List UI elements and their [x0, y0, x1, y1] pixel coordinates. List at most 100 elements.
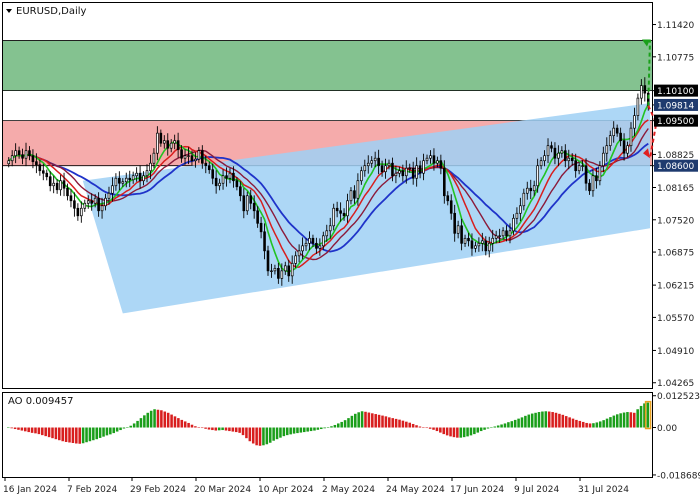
candle-body-bull	[456, 225, 460, 234]
candle-body-bull	[501, 230, 505, 237]
candle-body-bear	[62, 180, 66, 189]
candle	[301, 237, 304, 260]
ao-bar	[34, 427, 37, 434]
ao-bar	[81, 427, 85, 444]
candle	[166, 133, 170, 156]
ao-bar	[422, 427, 425, 429]
ao-bar	[462, 427, 466, 438]
candle-body-bear	[439, 160, 443, 169]
candle-body-bull	[332, 207, 335, 227]
candle-body-bear	[619, 132, 622, 142]
candle-body-bull	[142, 175, 145, 182]
candle	[494, 230, 498, 244]
candle-body-bear	[190, 155, 194, 162]
candle	[439, 154, 443, 175]
candle	[543, 150, 546, 167]
candle	[643, 77, 647, 102]
candle	[24, 142, 28, 167]
candle-body-bull	[104, 197, 107, 207]
candle	[149, 154, 152, 180]
ao-bar	[568, 417, 571, 428]
candle	[443, 160, 446, 204]
ao-bar	[163, 411, 167, 428]
candle	[204, 155, 208, 174]
ao-label: AO 0.009457	[8, 396, 73, 407]
ao-bar	[190, 424, 194, 428]
candle-body-bull	[197, 150, 201, 160]
candle	[487, 236, 491, 258]
ao-bar	[122, 427, 126, 429]
ao-bar	[534, 412, 537, 428]
candle-body-bear	[21, 154, 24, 159]
candle-body-bear	[335, 207, 339, 212]
candle-body-bull	[629, 127, 633, 147]
candle	[124, 172, 128, 188]
ao-bar	[316, 427, 320, 430]
candle-body-bull	[608, 135, 612, 147]
candle	[69, 189, 73, 208]
time-tick-label: 31 Jul 2024	[578, 485, 629, 495]
candle-body-bear	[28, 150, 31, 157]
candle	[394, 165, 398, 184]
candle	[138, 165, 142, 189]
candle-body-bear	[564, 150, 567, 162]
ao-bar	[360, 411, 364, 428]
candle-body-bull	[363, 165, 367, 172]
candle	[373, 151, 377, 168]
candle	[463, 234, 467, 247]
candle-body-bull	[325, 230, 329, 237]
candle	[591, 169, 595, 197]
ao-bar	[639, 405, 643, 428]
candle	[35, 153, 38, 174]
candle-body-bear	[339, 210, 342, 214]
forecast-down-arrow	[647, 105, 658, 159]
candle	[173, 134, 176, 150]
ao-bar	[394, 418, 398, 428]
candle-body-bull	[360, 170, 363, 182]
candle-body-bear	[48, 176, 52, 187]
candle	[636, 93, 640, 121]
candle-body-bull	[301, 245, 304, 252]
ao-bar	[265, 427, 269, 445]
candle	[588, 179, 591, 195]
ao-bar	[374, 414, 377, 428]
ao-bar	[554, 412, 558, 428]
candle-body-bull	[436, 160, 439, 164]
ao-bar	[132, 423, 136, 428]
price-tick-label: 1.04910	[657, 347, 694, 357]
candle	[311, 234, 315, 247]
ao-bar	[330, 426, 333, 428]
candle	[349, 187, 353, 205]
ao-bar	[58, 427, 61, 441]
ao-bar	[279, 427, 282, 438]
candle-body-bull	[370, 160, 374, 164]
ao-bar	[571, 418, 575, 428]
ao-bar	[581, 421, 585, 428]
symbol-dropdown-icon[interactable]	[6, 9, 12, 13]
candle-body-bull	[318, 245, 322, 249]
candle	[249, 189, 253, 210]
ao-bar	[112, 427, 116, 434]
candle-body-bull	[80, 207, 83, 217]
candle	[162, 135, 166, 149]
time-tick-label: 29 Feb 2024	[130, 485, 186, 495]
ma-mid-line	[8, 119, 649, 268]
time-axis: 16 Jan 2024 7 Feb 2024 29 Feb 2024 20 Mar 2…	[3, 477, 629, 495]
ao-bar	[272, 427, 275, 441]
candle	[612, 121, 616, 143]
candle-body-bull	[297, 250, 301, 257]
candle-body-bear	[252, 202, 256, 212]
ao-bar	[551, 412, 554, 428]
candle	[14, 143, 17, 164]
candle-body-bear	[138, 172, 142, 182]
candle-body-bull	[560, 150, 564, 154]
ao-bar	[75, 427, 78, 444]
time-tick-label: 24 May 2024	[386, 485, 445, 495]
forecast-down-arrowhead	[643, 148, 650, 159]
candle-body-bull	[121, 181, 125, 184]
ma-dark-line	[8, 128, 649, 261]
candle-body-bull	[100, 205, 104, 212]
time-tick-label: 10 Apr 2024	[258, 485, 314, 495]
candle-body-bull	[356, 180, 360, 199]
